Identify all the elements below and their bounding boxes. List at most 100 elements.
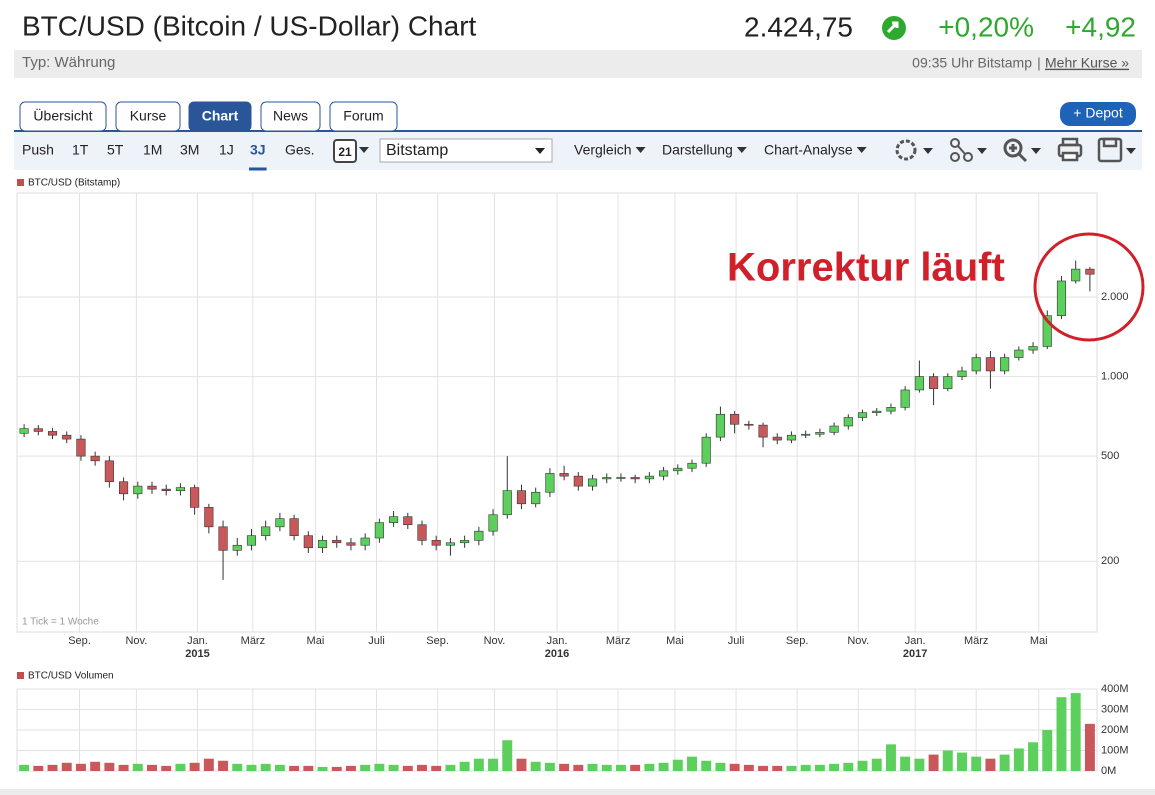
toolbar-menu[interactable]: Darstellung [662,142,733,158]
y-tick-label: 300M [1101,703,1129,715]
tab-label[interactable]: Chart [202,108,239,124]
volume-bar [928,754,939,771]
volume-bar [33,765,44,771]
candle-body [104,460,114,483]
save-icon[interactable] [1097,137,1123,163]
candle-body [275,518,285,528]
tab[interactable] [329,101,398,132]
volume-bar [118,764,129,771]
quote-info: 09:35 Uhr Bitstamp [912,55,1032,71]
candle-body [303,535,313,549]
period-button[interactable]: 1T [72,142,89,158]
volume-bar [260,763,271,771]
candle-body [474,530,484,541]
info-bar [14,50,1142,78]
candle-body [843,417,853,427]
trend-arrow [886,21,899,34]
volume-bar [303,765,314,771]
depot-button-label[interactable]: + Depot [1073,105,1123,121]
candle-body [19,428,29,434]
tab[interactable] [260,101,321,132]
chart-note: 1 Tick = 1 Woche [22,617,99,628]
volume-bar [75,763,86,771]
print-icon[interactable] [1057,137,1083,162]
volume-bar [885,744,896,771]
calendar-day[interactable]: 21 [338,145,352,159]
volume-bar [1028,742,1039,771]
period-button[interactable]: Push [22,142,54,158]
exchange-select-value[interactable]: Bitstamp [386,142,448,159]
candle-body [175,487,185,491]
exchange-select[interactable] [379,138,553,163]
tab[interactable] [19,101,107,132]
volume-bar [530,761,541,771]
candle-body [232,544,242,551]
candle-body [1028,346,1038,351]
candle-body [76,438,86,457]
volume-bar [274,764,285,771]
y-tick-label: 2.000 [1101,291,1129,303]
tab[interactable] [188,101,252,132]
tab[interactable] [115,101,181,132]
tab-label[interactable]: News [273,108,308,124]
dropdown-arrow [1031,148,1041,154]
indicator-icon[interactable] [950,138,973,162]
volume-bar [587,763,598,771]
volume-bar [743,764,754,771]
volume-bar [814,764,825,771]
calendar-icon[interactable] [333,139,357,163]
candle-body [1056,280,1067,316]
toolbar-menu[interactable]: Vergleich [574,142,632,158]
period-button[interactable]: 3J [250,142,266,158]
period-button[interactable]: 5T [107,142,124,158]
legend-swatch [17,672,24,679]
x-tick-label: Sep. [68,635,91,647]
candle-body [886,407,896,412]
candle-body [460,540,470,544]
tab-label[interactable]: Forum [343,108,383,124]
volume-bar [1056,697,1067,771]
depot-button[interactable] [1060,102,1136,126]
volume-bar [246,764,257,771]
tab-label[interactable]: Kurse [130,108,167,124]
y-tick-label: 500 [1101,450,1119,462]
volume-bar [402,765,413,771]
volume-bar [615,764,626,771]
change-percent: +0,20% [938,11,1034,42]
volume-bar [488,758,499,771]
candle-body [758,424,768,438]
volume-bar [161,765,172,771]
legend-swatch [17,179,24,186]
instrument-type: Typ: Währung [22,54,115,71]
dropdown-arrow [736,147,747,153]
candle-body [772,436,782,441]
volume-bar [516,758,527,771]
volume-bar [999,754,1010,771]
candle-body [161,488,171,491]
tab-label[interactable]: Übersicht [33,107,92,124]
candle-body [374,522,384,539]
volume-bar [985,758,996,771]
volume-bar [1042,730,1053,771]
toolbar-menu[interactable]: Chart-Analyse [764,142,853,158]
candle-body [90,455,100,462]
x-year-label: 2015 [185,648,209,660]
candle-body [1085,268,1095,275]
candle-body [815,432,825,435]
more-quotes-link[interactable]: Mehr Kurse » [1045,55,1129,71]
volume-bar [232,763,243,771]
period-button[interactable]: 1J [219,142,234,158]
candle-body [1000,357,1010,372]
period-button[interactable]: 3M [180,142,199,158]
candle-body [1042,315,1052,347]
zoom-icon[interactable] [1003,138,1028,163]
volume-bar [786,765,797,771]
dropdown-arrow [359,147,369,153]
period-button[interactable]: Ges. [285,142,315,158]
candle-body [687,462,697,469]
x-tick-label: Nov. [484,635,506,647]
settings-icon[interactable] [895,139,917,161]
dropdown-arrow [856,147,867,153]
volume-bar [132,763,143,771]
period-button[interactable]: 1M [143,142,162,158]
